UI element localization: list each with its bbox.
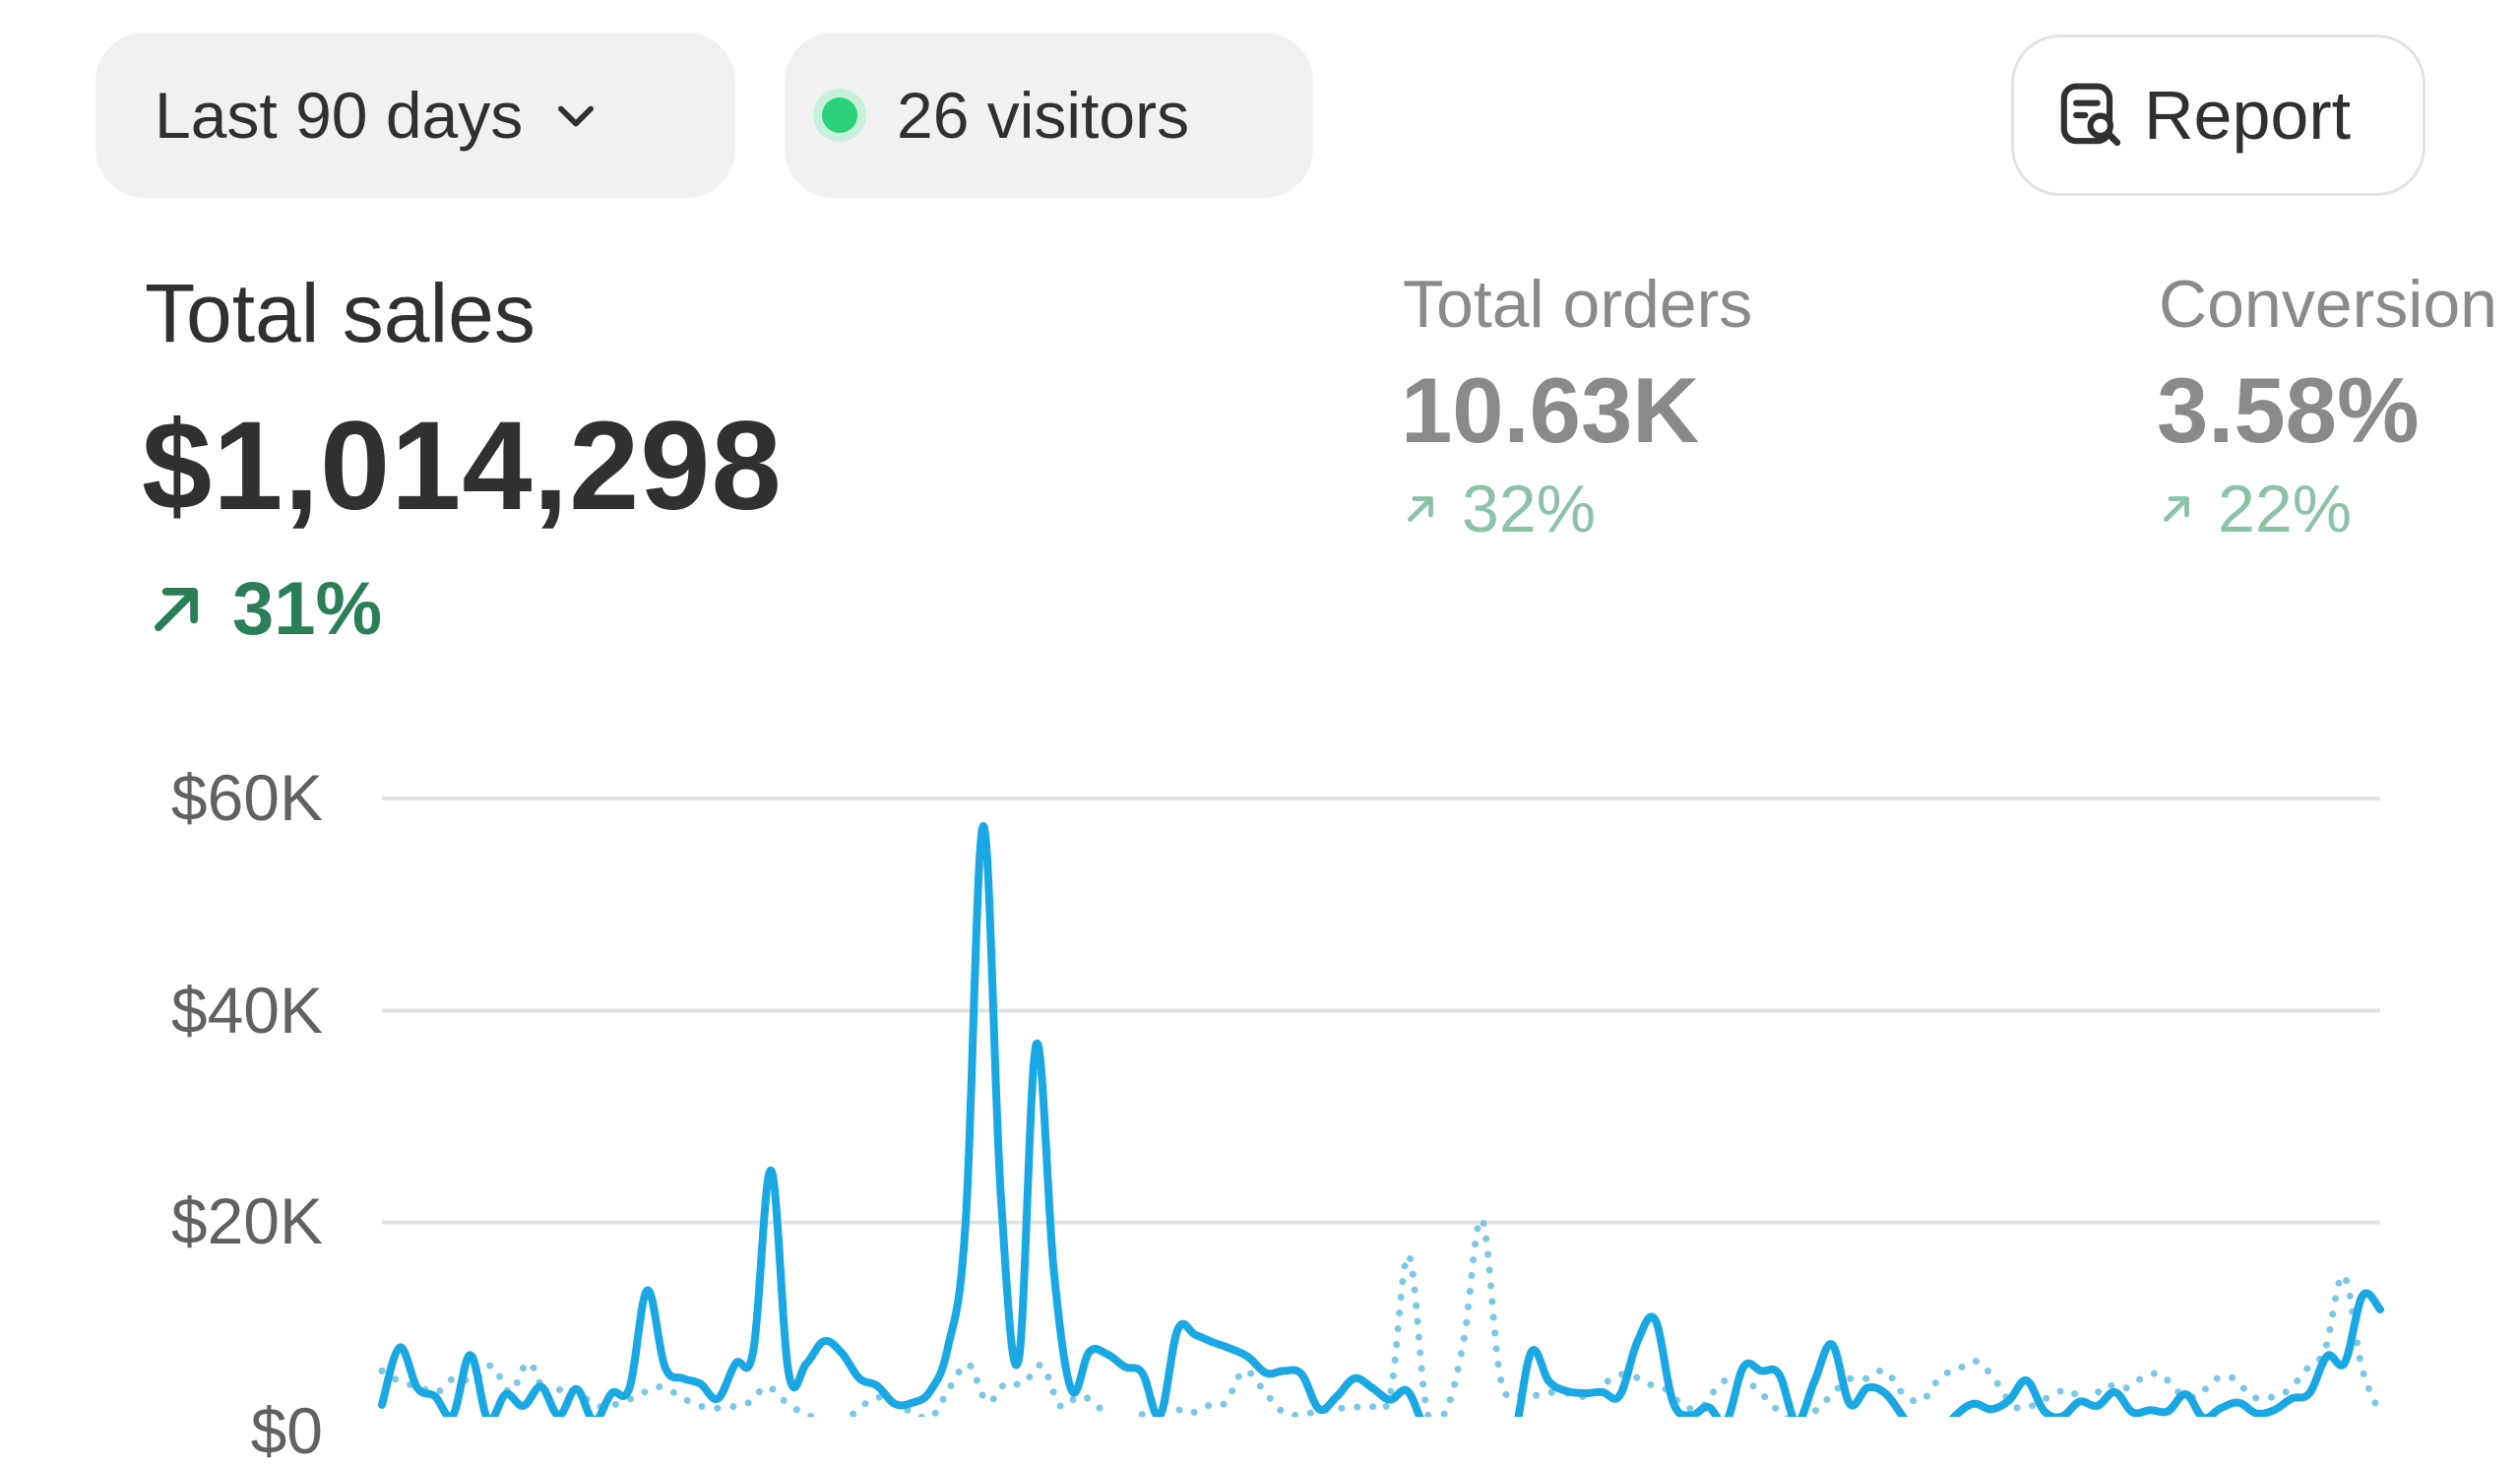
report-button[interactable]: Report — [2011, 34, 2426, 196]
conversion-change-value: 22% — [2218, 472, 2353, 546]
total-orders-label: Total orders — [1403, 267, 1753, 342]
total-sales-change-value: 31% — [232, 567, 383, 651]
total-orders-change-value: 32% — [1462, 472, 1597, 546]
y-tick-label: $40K — [170, 974, 323, 1047]
total-sales-change: 31% — [146, 566, 382, 652]
chart-gridlines — [382, 797, 2380, 1225]
sales-line-chart[interactable] — [0, 0, 2520, 1417]
trend-up-arrow-icon — [155, 587, 198, 631]
trend-up-arrow-icon — [2164, 496, 2189, 522]
report-search-icon — [2060, 83, 2121, 147]
total-orders-change: 32% — [1403, 471, 1596, 547]
total-sales-label: Total sales — [145, 267, 536, 359]
visitors-label: 26 visitors — [897, 79, 1190, 152]
total-sales-value: $1,014,298 — [142, 396, 783, 537]
conversion-label: Conversion — [2159, 267, 2497, 342]
live-visitors-pill[interactable]: 26 visitors — [785, 32, 1313, 198]
chart-series — [378, 821, 2384, 1417]
comparison-period-line — [378, 1215, 2384, 1417]
date-range-label: Last 90 days — [155, 79, 524, 152]
conversion-value: 3.58% — [2157, 358, 2420, 462]
total-orders-value: 10.63K — [1401, 358, 1700, 462]
current-period-line — [378, 821, 2384, 1417]
report-label: Report — [2144, 77, 2352, 154]
chevron-down-icon — [558, 105, 595, 127]
trend-up-arrow-icon — [1408, 496, 1433, 522]
y-tick-label: $60K — [170, 761, 323, 834]
conversion-change: 22% — [2159, 471, 2352, 547]
y-tick-label: $20K — [170, 1184, 323, 1257]
date-range-button[interactable]: Last 90 days — [95, 32, 735, 198]
live-status-dot — [822, 97, 857, 133]
